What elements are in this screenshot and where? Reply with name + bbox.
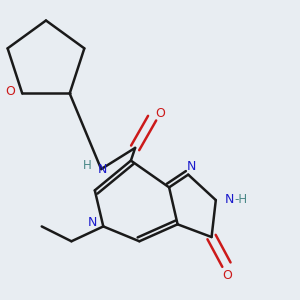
- Text: N: N: [225, 193, 234, 206]
- Text: O: O: [155, 107, 165, 120]
- Text: N: N: [187, 160, 196, 172]
- Text: -H: -H: [235, 193, 248, 206]
- Text: O: O: [5, 85, 15, 98]
- Text: H: H: [83, 159, 92, 172]
- Text: O: O: [222, 269, 232, 282]
- Text: N: N: [88, 216, 98, 229]
- Text: N: N: [97, 163, 107, 176]
